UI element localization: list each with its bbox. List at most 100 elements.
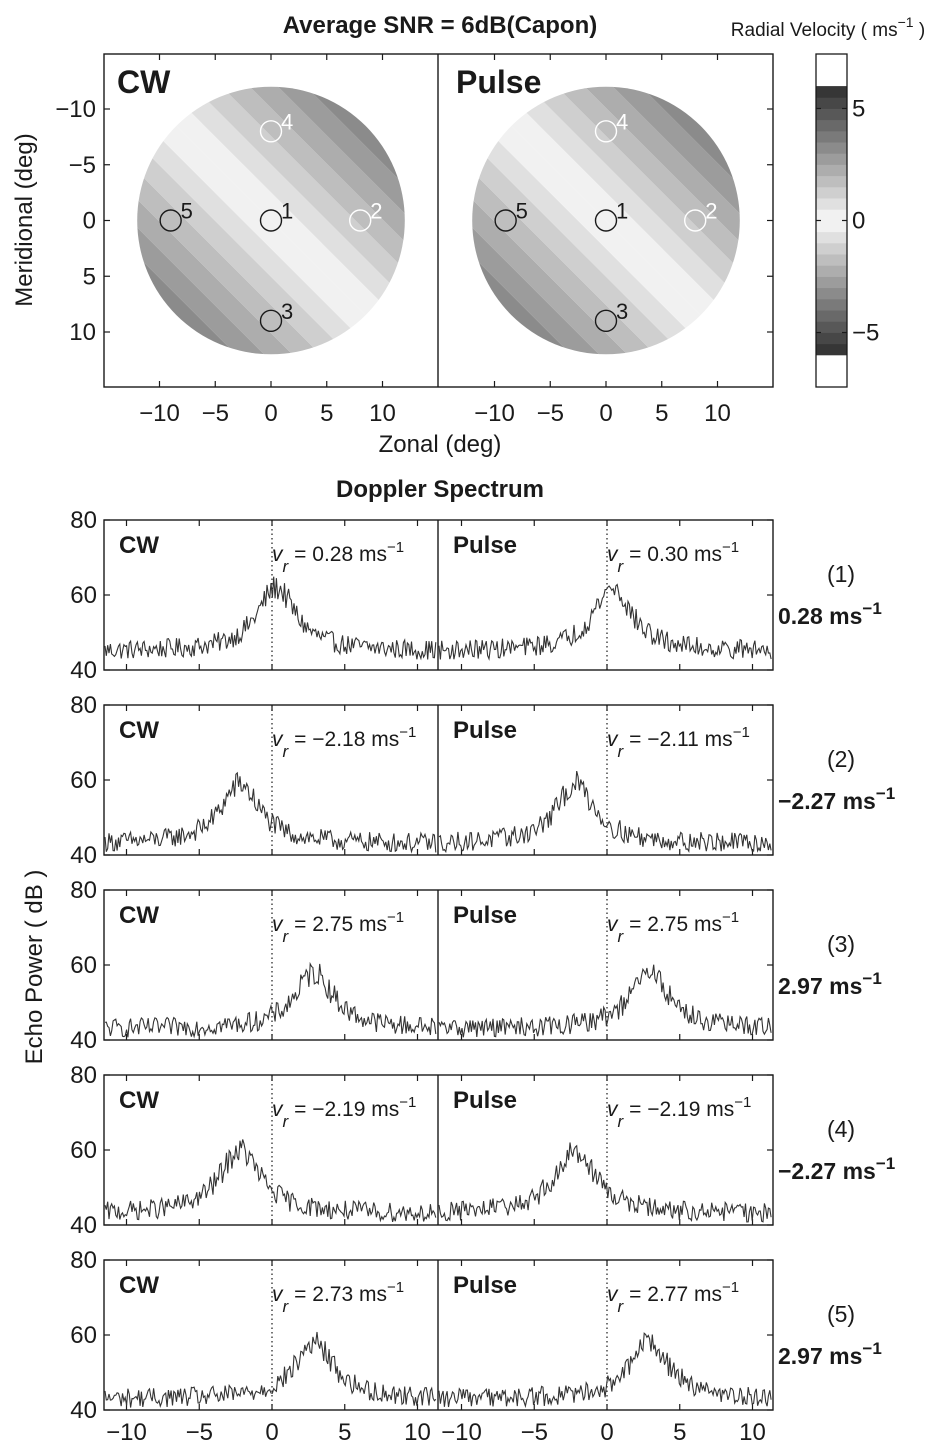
colorbar-segment xyxy=(816,186,847,199)
colorbar-segment xyxy=(816,164,847,177)
spectrum-panel-label: Pulse xyxy=(453,1087,517,1114)
spectrum-panel-label: CW xyxy=(119,1087,159,1114)
beam-marker-5 xyxy=(494,209,517,232)
colorbar-segment xyxy=(816,142,847,154)
radial-velocity-label: vr= −2.18 ms−1 xyxy=(272,724,416,761)
map-xtick-label: 5 xyxy=(320,400,333,427)
spectrum-ytick-label: 80 xyxy=(70,1062,97,1089)
map-ytick-label: 0 xyxy=(83,208,96,235)
velocity-band xyxy=(137,86,405,355)
spectrum-trace-pulse xyxy=(438,964,772,1038)
radial-velocity-label: vr= 0.28 ms−1 xyxy=(272,539,404,576)
spectrum-xtick-label: 5 xyxy=(673,1419,686,1445)
row-index-label: (1) xyxy=(827,561,855,587)
spectrum-row-3: 80 60 40 CW vr= 2.75 ms−1 Pulse vr= 2.75 ms−1 (… xyxy=(70,877,882,1054)
spectrum-ytick-label: 80 xyxy=(70,877,97,904)
velocity-band xyxy=(137,86,405,355)
colorbar-segment xyxy=(816,209,847,221)
true-velocity-label: 2.97 ms−1 xyxy=(778,969,882,999)
spectrum-trace-pulse xyxy=(438,583,772,661)
spectrum-ytick-label: 60 xyxy=(70,952,97,979)
map-xtick-label: 10 xyxy=(704,400,731,427)
spectrum-panel-label: Pulse xyxy=(453,1272,517,1299)
velocity-band xyxy=(137,86,405,355)
map-ytick-label: −5 xyxy=(69,152,96,179)
velocity-band xyxy=(472,86,740,355)
spectrum-trace-pulse xyxy=(438,1142,772,1223)
spectrum-ytick-label: 40 xyxy=(70,657,97,684)
spectrum-panel-label: CW xyxy=(119,902,159,929)
spectrum-panel-label: CW xyxy=(119,532,159,559)
map-xtick-label: 0 xyxy=(264,400,277,427)
spectrum-ytick-label: 40 xyxy=(70,842,97,869)
spectrum-xtick-label: −5 xyxy=(186,1419,213,1445)
spectrum-ytick-label: 60 xyxy=(70,1137,97,1164)
spectrum-ytick-label: 80 xyxy=(70,507,97,534)
radial-velocity-label: vr= −2.19 ms−1 xyxy=(272,1094,416,1131)
spectrum-ytick-label: 60 xyxy=(70,1322,97,1349)
colorbar: 5 0 −5 xyxy=(815,53,879,388)
colorbar-segment xyxy=(816,153,847,165)
velocity-band xyxy=(472,86,740,355)
beam-label-4: 4 xyxy=(616,109,628,134)
radial-velocity-label: vr= 2.75 ms−1 xyxy=(607,909,739,946)
true-velocity-label: 2.97 ms−1 xyxy=(778,1339,882,1369)
beam-label-5: 5 xyxy=(181,199,193,224)
spectrum-ytick-label: 40 xyxy=(70,1212,97,1239)
beam-label-1: 1 xyxy=(281,199,293,224)
spectrum-panel-label: CW xyxy=(119,717,159,744)
colorbar-segment xyxy=(816,220,847,233)
spectrum-ytick-label: 60 xyxy=(70,767,97,794)
map-xtick-label: 5 xyxy=(655,400,668,427)
velocity-band xyxy=(137,86,405,355)
colorbar-segment xyxy=(816,332,847,345)
colorbar-segment xyxy=(816,287,847,300)
velocity-band xyxy=(137,86,405,355)
map-ylabel: Meridional (deg) xyxy=(11,133,38,306)
beam-marker-5 xyxy=(159,209,182,232)
spectrum-trace-pulse xyxy=(438,1332,772,1409)
radial-velocity-label: vr= 2.77 ms−1 xyxy=(607,1279,739,1316)
velocity-band xyxy=(472,86,740,355)
beam-marker-3 xyxy=(259,309,283,333)
map-xtick-label: −5 xyxy=(537,400,564,427)
velocity-band xyxy=(472,86,740,355)
map-axes: −10 −5 0 5 10 −10 −5 0 5 10 10 5 0 −5 −10 xyxy=(55,54,773,427)
row-index-label: (2) xyxy=(827,746,855,772)
map-xtick-label: 0 xyxy=(599,400,612,427)
spectrum-ytick-label: 60 xyxy=(70,582,97,609)
velocity-band xyxy=(472,86,740,355)
spectrum-ytick-label: 80 xyxy=(70,692,97,719)
colorbar-segment xyxy=(816,321,847,333)
spectrum-panel-label: Pulse xyxy=(453,717,517,744)
velocity-band xyxy=(137,86,405,355)
velocity-band xyxy=(472,86,740,355)
spectrum-row-4: 80 60 40 CW vr= −2.19 ms−1 Pulse vr= −2.19 ms−… xyxy=(70,1062,895,1239)
beam-marker-4 xyxy=(594,120,618,143)
radial-velocity-label: vr= 0.30 ms−1 xyxy=(607,539,739,576)
beam-marker-3 xyxy=(594,309,618,333)
spectrum-xtick-label: −10 xyxy=(441,1419,482,1445)
radial-velocity-label: vr= −2.19 ms−1 xyxy=(607,1094,751,1131)
beam-label-3: 3 xyxy=(281,299,293,324)
row-index-label: (4) xyxy=(827,1116,855,1142)
spectrum-xtick-label: 10 xyxy=(404,1419,431,1445)
velocity-band xyxy=(472,86,740,355)
map-xtick-label: −5 xyxy=(202,400,229,427)
velocity-band xyxy=(472,86,740,355)
colorbar-segment xyxy=(816,242,847,255)
spectrum-row-2: 80 60 40 CW vr= −2.18 ms−1 Pulse vr= −2.11 ms−… xyxy=(70,692,895,869)
velocity-band xyxy=(472,86,740,355)
row-index-label: (3) xyxy=(827,931,855,957)
colorbar-segment xyxy=(816,265,847,277)
beam-markers: 1 2 3 4 5 1 2 3 4 5 xyxy=(159,109,717,333)
spectrum-trace-pulse xyxy=(438,770,772,854)
colorbar-tick-label: 0 xyxy=(852,208,865,235)
beam-label-3: 3 xyxy=(616,299,628,324)
spectrum-row-1: 80 60 40 CW vr= 0.28 ms−1 Pulse vr= 0.30 ms−1 (… xyxy=(70,507,882,684)
colorbar-tick-label: 5 xyxy=(852,96,865,123)
spectrum-xtick-label: 5 xyxy=(338,1419,351,1445)
spectrum-trace-cw xyxy=(104,771,437,854)
colorbar-segment xyxy=(816,310,847,322)
spectrum-row-5: 80 60 40 CW vr= 2.73 ms−1 Pulse vr= 2.77 ms−1 (… xyxy=(70,1247,882,1424)
